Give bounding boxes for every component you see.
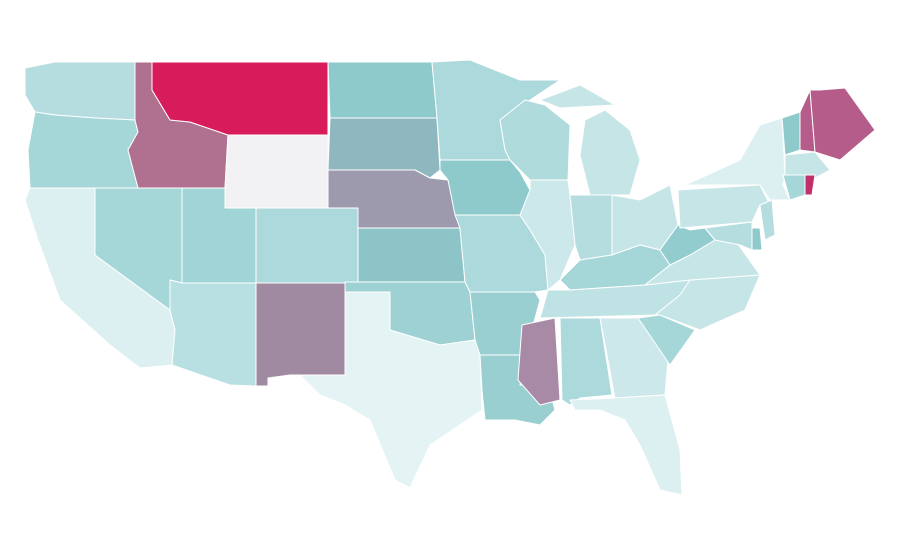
state-region	[751, 227, 763, 251]
state-region	[781, 111, 801, 156]
state-region	[804, 174, 816, 196]
state-region	[637, 314, 696, 366]
state-region	[224, 134, 329, 209]
state-region	[569, 394, 683, 496]
state-region	[759, 199, 776, 241]
state-region	[357, 227, 466, 283]
state-region	[327, 61, 438, 119]
state-region	[569, 194, 613, 261]
state-region	[255, 282, 346, 387]
state-region	[27, 111, 139, 189]
state-region	[299, 291, 483, 489]
state-region	[517, 317, 561, 406]
state-region	[255, 207, 359, 284]
state-region	[327, 117, 441, 179]
state-region	[24, 61, 136, 121]
state-region	[704, 221, 753, 251]
state-region	[809, 87, 876, 161]
state-region	[539, 84, 641, 196]
state-region	[654, 274, 761, 331]
state-region	[677, 184, 771, 229]
state-region	[439, 159, 531, 216]
state-region	[784, 151, 831, 179]
state-region	[599, 317, 669, 399]
state-region	[169, 279, 257, 387]
